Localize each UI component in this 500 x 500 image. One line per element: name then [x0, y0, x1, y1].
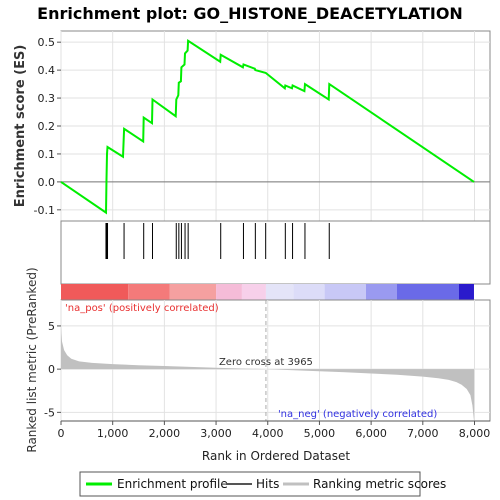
- x-tick-label: 0: [58, 427, 65, 440]
- color-bar-segment: [241, 284, 266, 300]
- ranking-color-bar: [61, 284, 474, 300]
- color-bar-segment: [169, 284, 217, 300]
- color-bar-segment: [61, 284, 129, 300]
- es-y-tick-label: 0.2: [38, 120, 56, 133]
- color-bar-segment: [128, 284, 170, 300]
- color-bar-segment: [365, 284, 397, 300]
- x-tick-label: 8,000: [459, 427, 491, 440]
- hits-panel: [60, 220, 491, 285]
- legend-hits-label: Hits: [256, 477, 279, 491]
- ranked-metric-panel: 'na_pos' (positively correlated) Zero cr…: [25, 267, 491, 453]
- es-panel: -0.1 0.0 0.1 0.2 0.3 0.4 0.5 Enrichment score …: [13, 30, 491, 222]
- es-y-axis-label: Enrichment score (ES): [13, 45, 28, 208]
- es-y-tick-label: 0.3: [38, 92, 56, 105]
- color-bar-segment: [293, 284, 325, 300]
- metric-y-axis-label: Ranked list metric (PreRanked): [25, 267, 39, 452]
- x-axis-label: Rank in Ordered Dataset: [202, 449, 350, 463]
- metric-plot-area: [60, 299, 491, 422]
- ranking-metric-area: [61, 325, 474, 421]
- x-axis: 0 1,000 2,000 3,000 4,000 5,000 6,000 7,000 8,00…: [58, 420, 491, 440]
- color-bar-segment: [216, 284, 242, 300]
- metric-y-tick-label: -5: [44, 406, 55, 419]
- metric-y-tick-label: 5: [48, 320, 55, 333]
- legend-enrichment-label: Enrichment profile: [117, 477, 228, 491]
- x-tick-label: 1,000: [97, 427, 129, 440]
- x-tick-label: 2,000: [149, 427, 181, 440]
- color-bar-segment: [458, 284, 474, 300]
- es-y-ticks: -0.1 0.0 0.1 0.2 0.3 0.4 0.5: [34, 36, 61, 217]
- es-y-tick-label: 0.0: [38, 176, 56, 189]
- positive-correlation-label: 'na_pos' (positively correlated): [65, 303, 219, 314]
- es-y-tick-label: -0.1: [34, 204, 55, 217]
- x-tick-label: 5,000: [304, 427, 336, 440]
- hit-marks: [105, 223, 330, 259]
- hits-area: [60, 220, 491, 285]
- legend: Enrichment profile Hits Ranking metric s…: [79, 471, 446, 497]
- metric-y-ticks: -5 0 5: [44, 320, 61, 419]
- es-y-tick-label: 0.4: [38, 64, 56, 77]
- zero-cross-label: Zero cross at 3965: [219, 357, 313, 368]
- x-tick-label: 4,000: [252, 427, 284, 440]
- color-bar-segment: [324, 284, 366, 300]
- chart-title: Enrichment plot: GO_HISTONE_DEACETYLATIO…: [37, 4, 463, 23]
- metric-y-tick-label: 0: [48, 363, 55, 376]
- es-y-tick-label: 0.1: [38, 148, 56, 161]
- enrichment-profile-line: [60, 39, 475, 215]
- x-tick-label: 7,000: [407, 427, 439, 440]
- color-bar-segment: [396, 284, 459, 300]
- es-y-tick-label: 0.5: [38, 36, 56, 49]
- legend-metric-label: Ranking metric scores: [313, 477, 446, 491]
- negative-correlation-label: 'na_neg' (negatively correlated): [278, 409, 437, 420]
- x-tick-label: 3,000: [200, 427, 232, 440]
- x-tick-label: 6,000: [355, 427, 387, 440]
- color-bar-segment: [265, 284, 294, 300]
